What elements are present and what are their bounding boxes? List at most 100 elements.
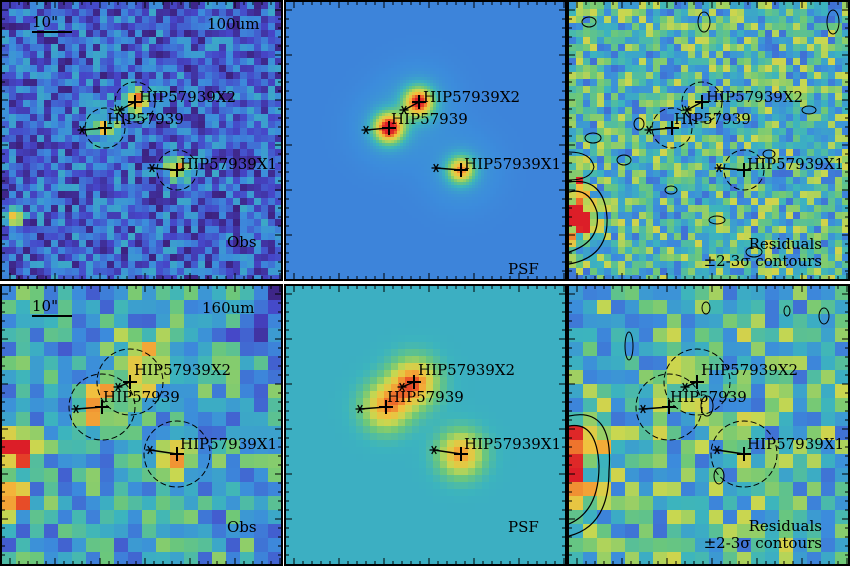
map-pixel [268, 114, 276, 122]
map-pixel [505, 56, 509, 60]
map-pixel [331, 92, 335, 96]
map-pixel [424, 80, 428, 84]
map-pixel [403, 41, 407, 45]
map-pixel [72, 254, 80, 262]
map-pixel [177, 23, 185, 31]
map-pixel [334, 41, 338, 45]
map-pixel [487, 68, 491, 72]
map-pixel [44, 100, 52, 108]
map-pixel [292, 95, 296, 99]
map-pixel [478, 53, 482, 57]
map-pixel [409, 44, 413, 48]
map-pixel [469, 92, 473, 96]
map-pixel [517, 62, 521, 66]
map-pixel [361, 2, 365, 6]
map-pixel [114, 37, 122, 45]
map-pixel [331, 8, 335, 12]
map-pixel [466, 68, 470, 72]
map-pixel [487, 20, 491, 24]
map-pixel [177, 30, 185, 38]
map-pixel [93, 177, 101, 185]
map-pixel [481, 41, 485, 45]
map-pixel [44, 72, 52, 80]
map-pixel [373, 20, 377, 24]
map-pixel [93, 107, 101, 115]
map-pixel [219, 254, 227, 262]
map-pixel [409, 101, 413, 105]
map-pixel [331, 101, 335, 105]
map-pixel [9, 65, 17, 73]
map-pixel [556, 41, 560, 45]
map-pixel [541, 77, 545, 81]
map-pixel [107, 30, 115, 38]
map-pixel [460, 80, 464, 84]
map-pixel [355, 5, 359, 9]
map-pixel [142, 2, 150, 10]
map-pixel [430, 74, 434, 78]
map-pixel [16, 191, 24, 199]
map-pixel [538, 86, 542, 90]
map-pixel [135, 23, 143, 31]
map-pixel [346, 68, 350, 72]
map-pixel [100, 114, 108, 122]
map-pixel [514, 11, 518, 15]
map-pixel [502, 68, 506, 72]
map-pixel [487, 17, 491, 21]
map-pixel [514, 44, 518, 48]
map-pixel [382, 38, 386, 42]
map-pixel [149, 65, 157, 73]
map-pixel [128, 142, 136, 150]
map-pixel [400, 98, 404, 102]
map-pixel [418, 5, 422, 9]
map-pixel [275, 163, 281, 171]
map-pixel [382, 26, 386, 30]
map-pixel [2, 205, 10, 213]
map-pixel [505, 17, 509, 21]
map-pixel [502, 5, 506, 9]
map-pixel [415, 8, 419, 12]
map-pixel [322, 86, 326, 90]
map-pixel [184, 128, 192, 136]
map-pixel [240, 58, 248, 66]
map-pixel [128, 261, 136, 269]
map-pixel [156, 191, 164, 199]
map-pixel [496, 71, 500, 75]
map-pixel [23, 93, 31, 101]
map-pixel [547, 83, 551, 87]
map-pixel [478, 38, 482, 42]
map-pixel [261, 184, 269, 192]
map-pixel [544, 80, 548, 84]
map-pixel [2, 100, 10, 108]
map-pixel [79, 135, 87, 143]
map-pixel [58, 240, 66, 248]
map-pixel [254, 23, 262, 31]
map-pixel [121, 44, 129, 52]
map-pixel [391, 95, 395, 99]
map-pixel [463, 80, 467, 84]
map-pixel [442, 86, 446, 90]
map-pixel [163, 275, 171, 279]
map-pixel [163, 9, 171, 17]
map-pixel [367, 89, 371, 93]
map-pixel [292, 71, 296, 75]
map-pixel [58, 198, 66, 206]
map-pixel [418, 38, 422, 42]
map-pixel [343, 95, 347, 99]
map-pixel [553, 47, 557, 51]
map-pixel [475, 74, 479, 78]
map-pixel [191, 37, 199, 45]
map-pixel [295, 77, 299, 81]
map-pixel [37, 2, 45, 10]
map-pixel [30, 86, 38, 94]
map-pixel [400, 5, 404, 9]
map-pixel [490, 53, 494, 57]
map-pixel [233, 128, 241, 136]
map-pixel [388, 47, 392, 51]
map-pixel [442, 44, 446, 48]
map-pixel [247, 247, 255, 255]
map-pixel [219, 212, 227, 220]
map-pixel [184, 156, 192, 164]
map-pixel [391, 35, 395, 39]
map-pixel [460, 68, 464, 72]
map-pixel [433, 104, 437, 108]
